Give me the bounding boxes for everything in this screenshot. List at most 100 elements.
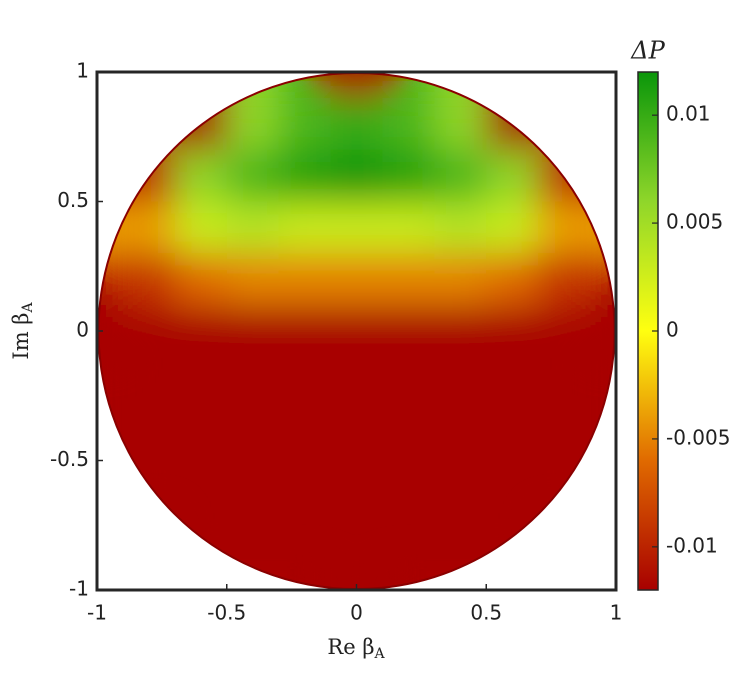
x-tick-label: 0.5	[470, 601, 502, 625]
heat-cell	[330, 149, 383, 202]
heat-cell	[174, 253, 228, 306]
heat-cell	[122, 253, 176, 306]
heat-cell	[486, 356, 539, 410]
y-tick-label: -0.5	[50, 447, 89, 471]
heat-cell	[226, 201, 280, 254]
heat-cell	[278, 408, 332, 461]
heat-cell	[278, 356, 332, 410]
heat-cell	[278, 253, 332, 306]
heat-cell	[434, 149, 487, 202]
x-tick-label: 0	[350, 601, 363, 625]
heat-cell	[278, 512, 332, 565]
heat-cell	[330, 201, 383, 254]
heat-cell	[226, 460, 280, 513]
heat-cell	[330, 408, 383, 461]
heat-cell	[382, 460, 435, 513]
heat-cell	[486, 149, 539, 202]
heat-cell	[486, 253, 539, 306]
heat-cell	[174, 356, 228, 410]
heat-cell	[486, 97, 539, 151]
colorbar-tick-label: 0	[666, 318, 679, 342]
x-tick-label: -1	[87, 601, 107, 625]
heat-cell	[434, 460, 487, 513]
heat-cell	[226, 408, 280, 461]
heat-cell	[382, 512, 435, 565]
heat-cell	[278, 149, 332, 202]
heat-cell	[538, 408, 591, 461]
heat-cell	[330, 97, 383, 151]
heat-cell	[226, 305, 280, 358]
heat-cell	[382, 253, 435, 306]
heat-cell	[226, 149, 280, 202]
y-tick-label: 1	[76, 59, 89, 83]
heat-cell	[226, 253, 280, 306]
heat-cell	[122, 356, 176, 410]
heat-cell	[486, 408, 539, 461]
heat-cell	[278, 305, 332, 358]
heat-cell	[278, 97, 332, 151]
y-label-sub: A	[20, 302, 36, 314]
heat-cell	[382, 305, 435, 358]
heat-cell	[434, 356, 487, 410]
heat-cell	[330, 460, 383, 513]
plot-area	[98, 73, 615, 589]
heat-cell	[330, 512, 383, 565]
x-label-text: Re β	[327, 635, 374, 659]
colorbar-tick-label: 0.005	[666, 210, 723, 234]
heat-cell	[226, 512, 280, 565]
y-tick-label: 0.5	[57, 188, 89, 212]
heat-cell	[278, 201, 332, 254]
heat-cell	[538, 253, 591, 306]
heat-cell	[382, 201, 435, 254]
heat-cell	[122, 305, 176, 358]
heat-cell	[434, 512, 487, 565]
heat-cell	[226, 97, 280, 151]
heat-cell	[538, 356, 591, 410]
heat-cell	[122, 408, 176, 461]
x-axis-label: Re βA	[327, 635, 385, 663]
heat-cell	[538, 201, 591, 254]
y-tick-label: 0	[76, 318, 89, 342]
heat-cell	[226, 356, 280, 410]
heat-cell	[486, 201, 539, 254]
heat-cell	[174, 512, 228, 565]
y-axis-label: Im βA	[9, 302, 37, 360]
x-label-sub: A	[373, 646, 385, 662]
heat-cell	[486, 305, 539, 358]
heat-cell	[174, 460, 228, 513]
heat-cell	[382, 149, 435, 202]
heat-cell	[590, 305, 615, 358]
colorbar-label: ΔP	[630, 37, 665, 65]
heat-cell	[330, 73, 383, 99]
heat-cell	[486, 460, 539, 513]
x-tick-label: -0.5	[207, 601, 246, 625]
x-tick-label: 1	[610, 601, 623, 625]
heat-cell	[122, 460, 176, 513]
heat-cell	[330, 356, 383, 410]
heat-cell	[382, 356, 435, 410]
heat-cell	[330, 305, 383, 358]
heat-cell	[122, 201, 176, 254]
colorbar-tick-label: 0.01	[666, 102, 711, 126]
colorbar-tick-label: -0.005	[666, 425, 730, 449]
heat-cell	[174, 305, 228, 358]
heat-cell	[434, 201, 487, 254]
heat-cell	[174, 408, 228, 461]
heat-cell	[434, 408, 487, 461]
heat-cell	[174, 149, 228, 202]
heat-cell	[434, 305, 487, 358]
heat-cell	[278, 460, 332, 513]
colorbar-tick-label: -0.01	[666, 533, 718, 557]
heat-cell	[434, 97, 487, 151]
heat-cell	[434, 253, 487, 306]
y-tick-label: -1	[69, 577, 89, 601]
heat-cell	[382, 408, 435, 461]
heat-cell	[538, 305, 591, 358]
y-label-text: Im β	[9, 313, 33, 360]
heat-cell	[174, 201, 228, 254]
heatmap-field	[98, 73, 615, 589]
heat-cell	[538, 149, 591, 202]
heat-cell	[330, 253, 383, 306]
heat-cell	[382, 97, 435, 151]
